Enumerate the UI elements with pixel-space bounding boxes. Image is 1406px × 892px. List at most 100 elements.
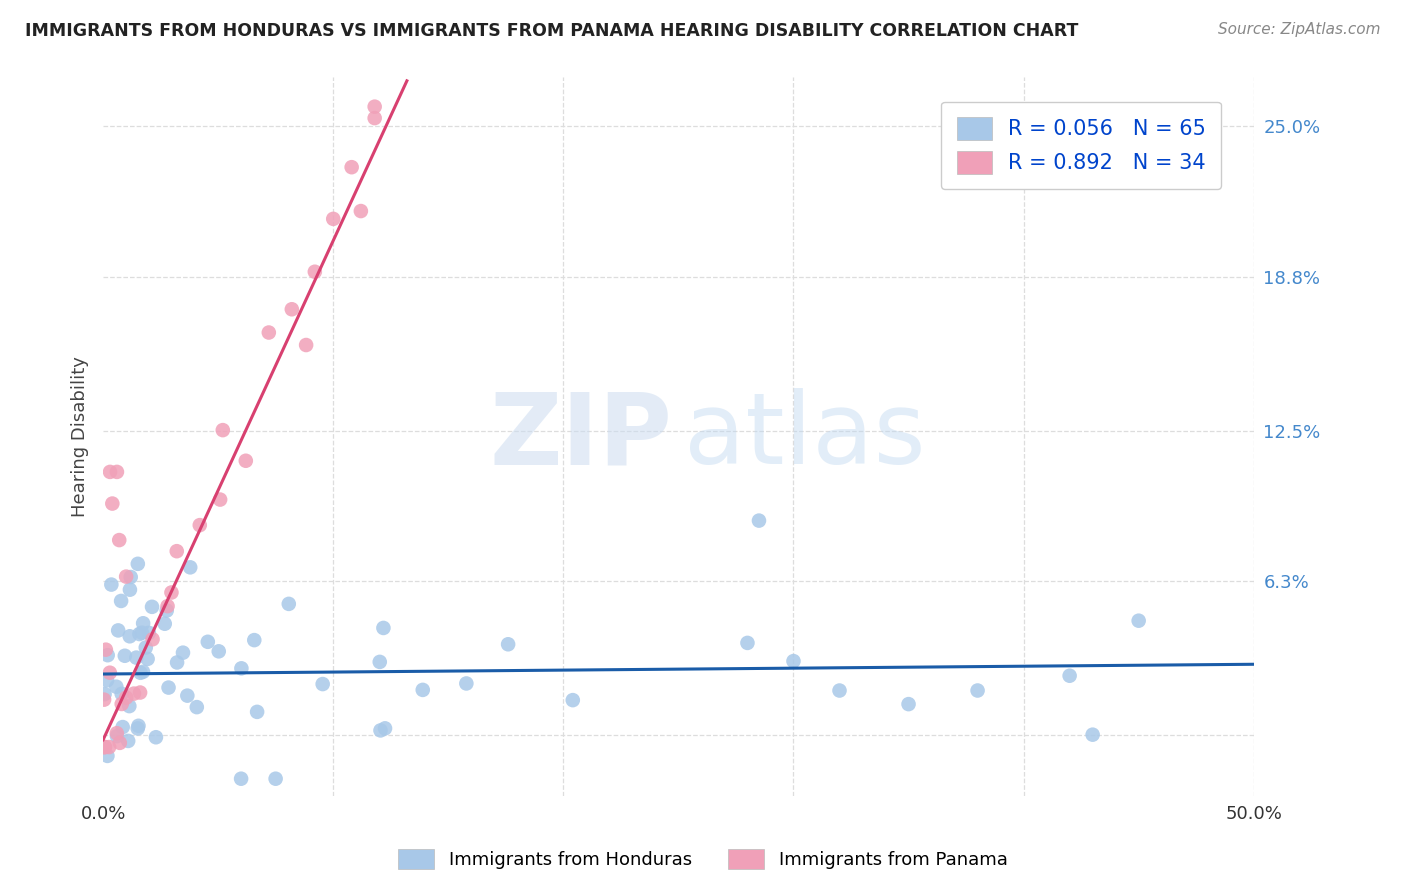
Point: [176, 689, 198, 703]
Point: [172, 646, 194, 660]
Point: [141, 632, 163, 647]
Point: [105, 465, 128, 479]
Point: [368, 655, 391, 669]
Point: [374, 722, 396, 736]
Point: [828, 683, 851, 698]
Point: [120, 570, 142, 584]
Point: [235, 454, 257, 468]
Point: [243, 633, 266, 648]
Point: [782, 654, 804, 668]
Point: [456, 676, 478, 690]
Point: [197, 635, 219, 649]
Point: [257, 326, 280, 340]
Point: [373, 621, 395, 635]
Point: [110, 594, 132, 608]
Point: [370, 723, 392, 738]
Text: ZIP: ZIP: [489, 388, 672, 485]
Point: [966, 683, 988, 698]
Point: [229, 772, 252, 786]
Point: [96, 673, 118, 688]
Point: [897, 697, 920, 711]
Point: [166, 656, 188, 670]
Point: [94, 740, 117, 755]
Point: [122, 687, 145, 701]
Point: [304, 265, 326, 279]
Point: [186, 700, 208, 714]
Point: [145, 731, 167, 745]
Point: [118, 629, 141, 643]
Point: [350, 204, 373, 219]
Point: [1059, 669, 1081, 683]
Point: [166, 544, 188, 558]
Point: [111, 697, 134, 711]
Point: [231, 661, 253, 675]
Point: [108, 736, 131, 750]
Point: [111, 720, 134, 734]
Point: [118, 582, 141, 597]
Point: [118, 699, 141, 714]
Point: [141, 599, 163, 614]
Point: [96, 748, 118, 763]
Point: [412, 682, 434, 697]
Point: [246, 705, 269, 719]
Point: [114, 648, 136, 663]
Point: [264, 772, 287, 786]
Text: IMMIGRANTS FROM HONDURAS VS IMMIGRANTS FROM PANAMA HEARING DISABILITY CORRELATIO: IMMIGRANTS FROM HONDURAS VS IMMIGRANTS F…: [25, 22, 1078, 40]
Point: [115, 569, 138, 583]
Point: [111, 687, 134, 701]
Point: [136, 652, 159, 666]
Point: [125, 650, 148, 665]
Point: [101, 497, 124, 511]
Point: [132, 616, 155, 631]
Point: [97, 648, 120, 663]
Text: Source: ZipAtlas.com: Source: ZipAtlas.com: [1218, 22, 1381, 37]
Point: [322, 211, 344, 226]
Legend: R = 0.056   N = 65, R = 0.892   N = 34: R = 0.056 N = 65, R = 0.892 N = 34: [942, 102, 1220, 189]
Legend: Immigrants from Honduras, Immigrants from Panama: Immigrants from Honduras, Immigrants fro…: [389, 839, 1017, 879]
Point: [128, 627, 150, 641]
Point: [156, 603, 179, 617]
Point: [156, 599, 179, 614]
Point: [105, 680, 128, 694]
Point: [98, 740, 121, 755]
Point: [561, 693, 583, 707]
Point: [737, 636, 759, 650]
Point: [127, 719, 149, 733]
Point: [277, 597, 299, 611]
Point: [160, 585, 183, 599]
Point: [179, 560, 201, 574]
Point: [138, 625, 160, 640]
Point: [1128, 614, 1150, 628]
Point: [281, 302, 304, 317]
Point: [93, 740, 115, 755]
Point: [93, 692, 115, 706]
Point: [108, 533, 131, 547]
Point: [98, 465, 121, 479]
Point: [1081, 728, 1104, 742]
Point: [153, 616, 176, 631]
Point: [132, 665, 155, 679]
Point: [363, 111, 385, 125]
Point: [117, 734, 139, 748]
Point: [129, 685, 152, 699]
Point: [107, 624, 129, 638]
Point: [94, 642, 117, 657]
Point: [340, 160, 363, 174]
Point: [115, 690, 138, 705]
Point: [129, 665, 152, 680]
Point: [496, 637, 519, 651]
Point: [100, 577, 122, 591]
Point: [208, 644, 231, 658]
Point: [311, 677, 333, 691]
Text: atlas: atlas: [685, 388, 925, 485]
Point: [105, 729, 128, 743]
Point: [98, 665, 121, 680]
Point: [127, 557, 149, 571]
Point: [295, 338, 318, 352]
Point: [93, 740, 115, 755]
Point: [188, 518, 211, 533]
Point: [135, 640, 157, 655]
Point: [105, 726, 128, 740]
Point: [211, 423, 233, 437]
Point: [131, 625, 153, 640]
